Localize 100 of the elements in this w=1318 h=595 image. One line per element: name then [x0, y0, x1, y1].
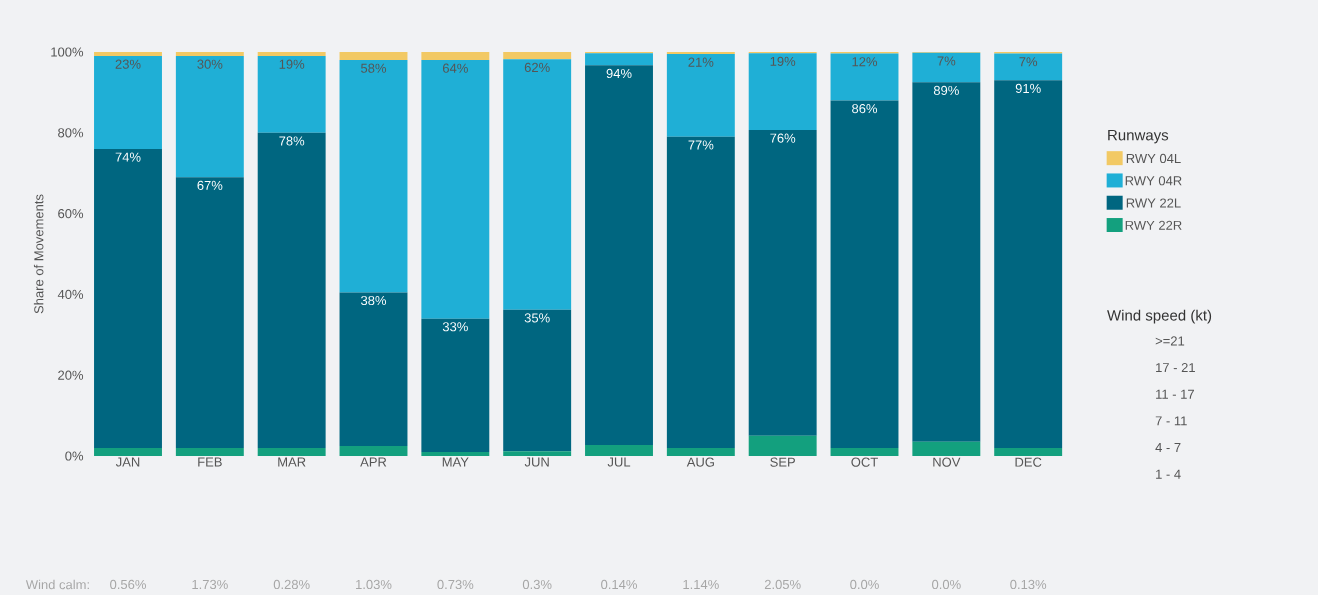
- y-axis-title: Share of Movements: [33, 194, 44, 314]
- text: Wind calm:: [25, 579, 89, 590]
- y-tick-label: 60%: [58, 208, 84, 219]
- bar: [503, 52, 572, 60]
- x-tick-label: MAY: [442, 457, 469, 467]
- data-label: 78%: [279, 136, 305, 146]
- legend-label: RWY 22L: [1126, 198, 1181, 208]
- x-tick-label: JUL: [607, 457, 631, 467]
- bar: [339, 445, 408, 456]
- bar: [503, 451, 572, 456]
- y-tick-label: 80%: [58, 128, 84, 138]
- bar: [257, 52, 326, 57]
- data-label: 38%: [361, 295, 387, 306]
- bar: [585, 445, 653, 456]
- data-label: 7%: [937, 56, 956, 66]
- bar: [830, 447, 899, 456]
- data-label: 76%: [770, 133, 796, 143]
- bar: [912, 82, 981, 442]
- bar: [421, 60, 490, 319]
- y-tick-label: 100%: [51, 47, 84, 57]
- bar: [421, 52, 490, 61]
- bar: [421, 451, 490, 456]
- data-label: 86%: [852, 104, 878, 114]
- bar: [94, 447, 162, 456]
- legend-label: RWY 22R: [1125, 220, 1182, 230]
- bar: [175, 447, 244, 456]
- y-tick-label: 40%: [57, 289, 84, 299]
- text: 1.14%: [683, 579, 719, 590]
- text: 0.3%: [522, 579, 552, 590]
- bar: [257, 132, 326, 448]
- bar: [339, 52, 408, 61]
- x-tick-label: JUN: [524, 457, 549, 467]
- data-label: 94%: [606, 68, 632, 79]
- bar: [830, 53, 899, 101]
- bar: [666, 136, 735, 448]
- bar: [994, 53, 1063, 81]
- bar: [94, 52, 162, 57]
- y-tick-label: 0%: [65, 451, 84, 461]
- text: 7 - 11: [1155, 416, 1187, 426]
- x-tick-label: DEC: [1015, 457, 1042, 467]
- data-label: 12%: [852, 57, 878, 67]
- bar: [503, 309, 572, 452]
- legend-label: RWY 04R: [1125, 176, 1182, 186]
- x-tick-label: AUG: [686, 457, 714, 467]
- text: 11 - 17: [1156, 389, 1194, 399]
- text: 0.14%: [601, 579, 637, 590]
- data-label: 23%: [115, 59, 141, 69]
- bar: [175, 52, 244, 57]
- bar: [748, 53, 817, 130]
- data-label: 67%: [197, 180, 223, 190]
- bar: [994, 447, 1063, 456]
- bar: [257, 56, 326, 133]
- data-label: 77%: [688, 140, 714, 150]
- bar: [421, 318, 490, 452]
- text: 1.03%: [356, 579, 392, 590]
- bar: [585, 53, 653, 66]
- text: 0.0%: [850, 579, 879, 590]
- data-label: 35%: [524, 313, 550, 323]
- text: Wind speed (kt): [1107, 309, 1212, 324]
- bar: [503, 59, 572, 310]
- text: 1 - 4: [1156, 469, 1181, 479]
- bar: [339, 60, 408, 293]
- text: 2.05%: [764, 579, 801, 590]
- data-label: 91%: [1015, 83, 1041, 94]
- bar: [748, 435, 817, 456]
- data-label: 30%: [197, 59, 223, 69]
- data-label: 64%: [442, 63, 468, 73]
- bar: [912, 441, 981, 456]
- bar: [912, 52, 981, 83]
- bar: [585, 65, 653, 446]
- bar: [994, 80, 1063, 448]
- bar: [175, 177, 244, 448]
- bar: [175, 56, 244, 178]
- data-label: 7%: [1019, 57, 1038, 67]
- text: >=21: [1155, 336, 1185, 346]
- bar: [666, 54, 735, 137]
- bar: [748, 129, 817, 436]
- bar: [666, 447, 735, 456]
- x-tick-label: JAN: [115, 457, 140, 467]
- text: 4 - 7: [1155, 443, 1181, 452]
- data-label: 74%: [115, 152, 141, 162]
- bar: [94, 148, 162, 448]
- text: 0.13%: [1010, 579, 1047, 590]
- bar: [94, 56, 162, 149]
- data-label: 89%: [933, 85, 959, 96]
- text: 0.73%: [437, 579, 474, 590]
- legend-label: RWY 04L: [1126, 153, 1181, 164]
- text: 0.56%: [110, 579, 146, 590]
- x-tick-label: APR: [360, 457, 387, 467]
- bar: [666, 52, 735, 55]
- x-tick-label: FEB: [198, 457, 222, 467]
- x-tick-label: MAR: [278, 457, 306, 467]
- data-label: 58%: [361, 63, 387, 73]
- text: 0.0%: [932, 579, 961, 590]
- text: 0.28%: [273, 579, 310, 590]
- bar: [830, 100, 899, 448]
- y-tick-label: 20%: [58, 370, 84, 380]
- text: 1.73%: [192, 579, 228, 590]
- data-label: 19%: [770, 56, 796, 66]
- x-tick-label: OCT: [851, 457, 878, 467]
